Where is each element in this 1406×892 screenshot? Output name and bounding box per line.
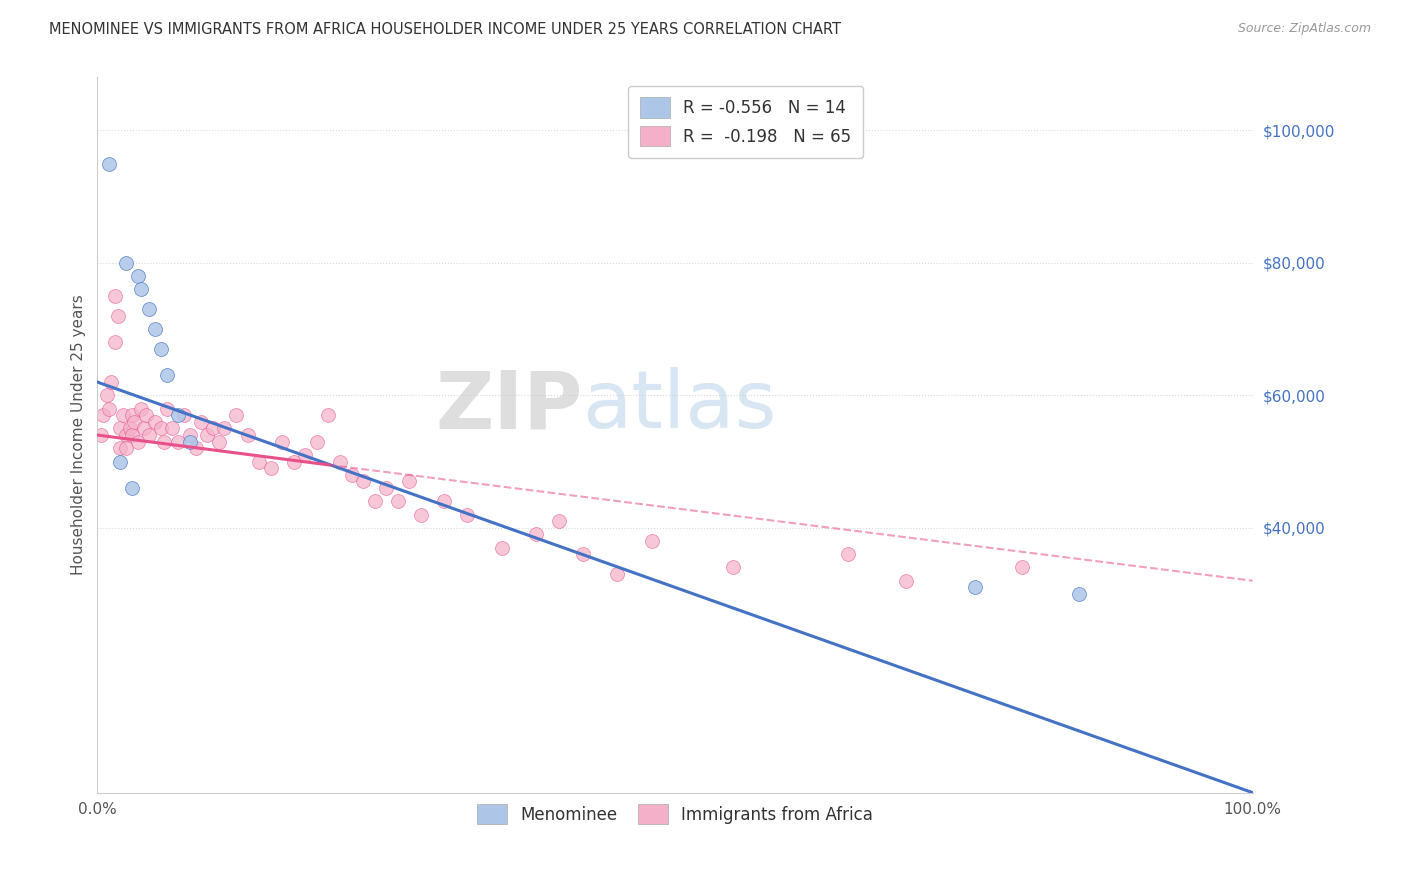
Point [104,335,127,350]
Point [90,428,112,442]
Point [167,408,190,422]
Point [143,322,166,336]
Point [127,269,149,284]
Point [398,475,420,489]
Point [129,282,152,296]
Point [173,408,195,422]
Point [305,434,328,449]
Point [491,541,513,555]
Point [225,408,247,422]
Point [115,442,138,456]
Point [135,408,157,422]
Point [179,434,201,449]
Point [149,342,172,356]
Point [965,580,987,594]
Point [271,434,294,449]
Point [156,401,179,416]
Point [111,408,134,422]
Point [283,454,305,468]
Point [110,442,132,456]
Point [96,388,118,402]
Point [110,454,132,468]
Point [236,428,259,442]
Point [433,494,456,508]
Point [201,421,224,435]
Legend: Menominee, Immigrants from Africa: Menominee, Immigrants from Africa [467,794,883,834]
Point [195,428,218,442]
Point [1069,587,1091,601]
Point [100,375,122,389]
Point [153,434,176,449]
Point [149,421,172,435]
Point [97,401,120,416]
Point [118,421,141,435]
Point [1011,560,1033,574]
Point [121,408,143,422]
Point [110,421,132,435]
Point [548,514,571,528]
Point [167,434,190,449]
Point [104,289,127,303]
Point [124,415,146,429]
Y-axis label: Householder Income Under 25 years: Householder Income Under 25 years [72,294,86,575]
Point [91,408,114,422]
Text: Source: ZipAtlas.com: Source: ZipAtlas.com [1237,22,1371,36]
Point [129,401,152,416]
Point [115,256,138,270]
Point [214,421,236,435]
Point [190,415,212,429]
Point [352,475,374,489]
Point [247,454,270,468]
Point [894,574,917,588]
Point [294,448,316,462]
Point [208,434,231,449]
Point [340,467,363,482]
Point [571,547,593,561]
Point [115,428,138,442]
Text: MENOMINEE VS IMMIGRANTS FROM AFRICA HOUSEHOLDER INCOME UNDER 25 YEARS CORRELATIO: MENOMINEE VS IMMIGRANTS FROM AFRICA HOUS… [49,22,841,37]
Point [387,494,409,508]
Point [97,156,120,170]
Point [259,461,281,475]
Point [179,428,201,442]
Point [606,567,628,582]
Point [363,494,385,508]
Point [121,428,143,442]
Point [162,421,184,435]
Point [641,534,664,549]
Point [184,442,207,456]
Point [138,302,160,317]
Point [156,368,179,383]
Point [375,481,398,495]
Point [524,527,547,541]
Text: ZIP: ZIP [436,368,582,445]
Point [107,309,129,323]
Point [127,434,149,449]
Point [143,415,166,429]
Point [121,481,143,495]
Point [721,560,744,574]
Point [456,508,478,522]
Point [409,508,432,522]
Point [138,428,160,442]
Point [329,454,352,468]
Point [132,421,155,435]
Point [318,408,340,422]
Text: atlas: atlas [582,368,778,445]
Point [837,547,859,561]
